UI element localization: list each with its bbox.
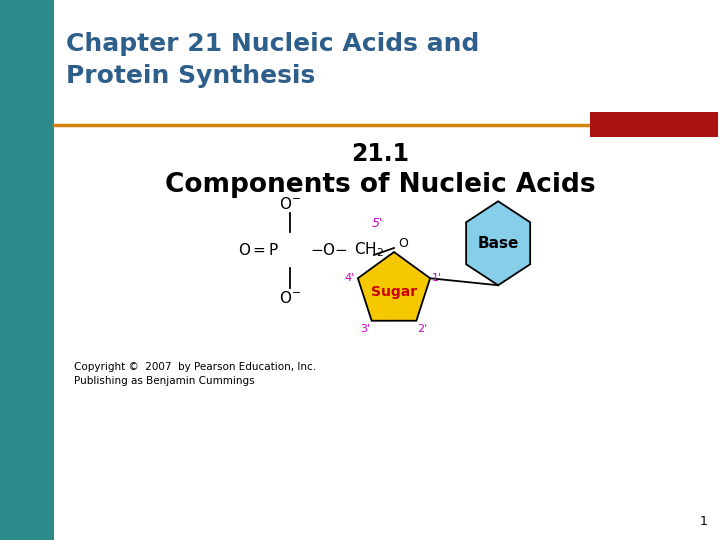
Text: CH$_2$: CH$_2$	[354, 241, 384, 259]
Text: 21.1: 21.1	[351, 142, 409, 166]
Polygon shape	[358, 252, 430, 321]
Text: Sugar: Sugar	[371, 285, 417, 299]
Text: 3': 3'	[361, 324, 371, 334]
Text: Protein Synthesis: Protein Synthesis	[66, 64, 315, 88]
Text: 1: 1	[700, 515, 708, 528]
FancyBboxPatch shape	[590, 112, 718, 137]
Text: 4': 4'	[345, 273, 355, 284]
Text: 2': 2'	[418, 324, 428, 334]
Text: O$=$P: O$=$P	[238, 242, 279, 258]
Text: Copyright ©  2007  by Pearson Education, Inc.
Publishing as Benjamin Cummings: Copyright © 2007 by Pearson Education, I…	[74, 362, 316, 386]
Text: $-$O$-$: $-$O$-$	[310, 242, 348, 258]
Text: Chapter 21 Nucleic Acids and: Chapter 21 Nucleic Acids and	[66, 32, 480, 56]
Text: O$^{-}$: O$^{-}$	[279, 290, 301, 306]
Text: 1': 1'	[432, 273, 442, 284]
FancyBboxPatch shape	[0, 0, 54, 540]
Text: O$^{-}$: O$^{-}$	[279, 196, 301, 212]
Text: Base: Base	[477, 236, 519, 251]
Text: O: O	[398, 237, 408, 250]
Text: 5': 5'	[372, 217, 383, 230]
Text: Components of Nucleic Acids: Components of Nucleic Acids	[165, 172, 595, 198]
Polygon shape	[466, 201, 530, 285]
